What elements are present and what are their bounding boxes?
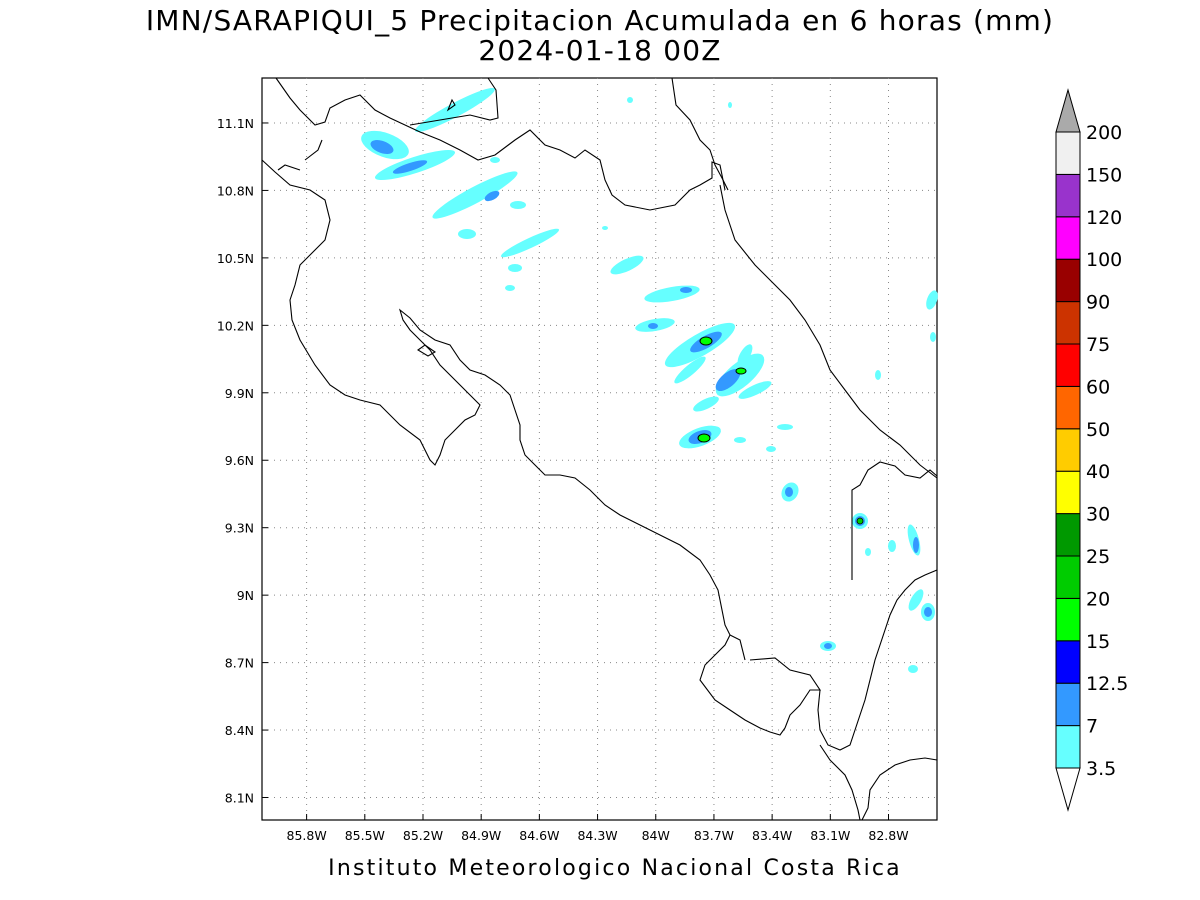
colorbar-box <box>1055 470 1081 515</box>
colorbar-box <box>1055 131 1081 175</box>
colorbar-label: 15 <box>1086 631 1110 653</box>
colorbar-label: 20 <box>1086 588 1110 610</box>
longitude-ticks: 85.8W 85.5W 85.2W 84.9W 84.6W 84.3W 84W 83.7W 83… <box>287 814 909 843</box>
colorbar-label: 60 <box>1086 376 1110 398</box>
colorbar-label: 100 <box>1086 249 1122 271</box>
colorbar-box <box>1055 301 1081 345</box>
latitude-ticks: 11.1N 10.8N 10.5N 10.2N 9.9N 9.6N 9.3N 9N 8.7N 8.… <box>217 116 268 806</box>
y-tick-label: 8.7N <box>225 656 254 671</box>
map-title: IMN/SARAPIQUI_5 Precipitacion Acumulada … <box>145 4 1055 37</box>
colorbar-box <box>1055 640 1081 684</box>
colorbar-label: 120 <box>1086 207 1122 229</box>
y-tick-label: 10.5N <box>217 251 254 266</box>
colorbar-box <box>1055 682 1081 727</box>
x-tick-label: 84.6W <box>519 828 559 843</box>
colorbar-box <box>1055 385 1081 430</box>
colorbar-label: 90 <box>1086 292 1110 314</box>
y-tick-label: 8.4N <box>225 723 254 738</box>
graticule <box>262 78 937 820</box>
colorbar-box <box>1055 428 1081 472</box>
colorbar-label: 12.5 <box>1086 673 1128 695</box>
x-tick-label: 83.1W <box>810 828 850 843</box>
x-tick-label: 83.4W <box>752 828 792 843</box>
y-tick-label: 10.2N <box>217 318 254 333</box>
y-tick-label: 11.1N <box>217 116 254 131</box>
colorbar-box <box>1055 597 1081 642</box>
x-tick-label: 85.5W <box>345 828 385 843</box>
x-tick-label: 85.8W <box>287 828 327 843</box>
colorbar-box <box>1055 513 1081 557</box>
colorbar-box <box>1055 216 1081 260</box>
y-tick-label: 9N <box>237 588 254 603</box>
colorbar-box <box>1055 725 1081 769</box>
y-tick-label: 9.6N <box>225 453 254 468</box>
colorbar-label: 30 <box>1086 504 1110 526</box>
x-tick-label: 84W <box>642 828 670 843</box>
y-tick-label: 10.8N <box>217 183 254 198</box>
colorbar-box <box>1055 173 1081 218</box>
x-tick-label: 85.2W <box>403 828 443 843</box>
institution-footer: Instituto Meteorologico Nacional Costa R… <box>328 856 902 881</box>
colorbar-bottom-triangle <box>1055 767 1081 812</box>
colorbar-label: 50 <box>1086 419 1110 441</box>
y-tick-label: 8.1N <box>225 791 254 806</box>
x-tick-label: 83.7W <box>694 828 734 843</box>
colorbar-box <box>1055 343 1081 387</box>
colorbar-label: 3.5 <box>1086 758 1116 780</box>
x-tick-label: 84.3W <box>577 828 617 843</box>
x-tick-label: 82.8W <box>868 828 908 843</box>
y-tick-label: 9.3N <box>225 521 254 536</box>
map-datetime: 2024-01-18 00Z <box>478 34 722 67</box>
colorbar-top-triangle <box>1055 88 1081 133</box>
map-frame <box>261 77 938 821</box>
precipitation-colorbar: 3.5 7 12.5 15 20 25 30 40 50 60 75 90 100 120 150 200 <box>1055 88 1128 812</box>
colorbar-box <box>1055 258 1081 303</box>
coastlines <box>261 77 938 821</box>
y-tick-label: 9.9N <box>225 386 254 401</box>
colorbar-label: 25 <box>1086 546 1110 568</box>
colorbar-label: 75 <box>1086 334 1110 356</box>
colorbar-label: 200 <box>1086 122 1122 144</box>
x-tick-label: 84.9W <box>461 828 501 843</box>
colorbar-label: 7 <box>1086 716 1098 738</box>
colorbar-label: 40 <box>1086 461 1110 483</box>
colorbar-box <box>1055 555 1081 599</box>
colorbar-label: 150 <box>1086 164 1122 186</box>
